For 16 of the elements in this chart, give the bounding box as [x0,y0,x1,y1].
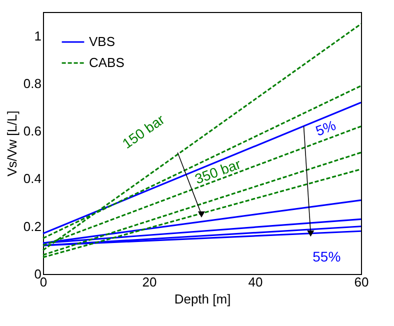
x-tick-label: 60 [354,274,369,290]
annotation: 5% [313,116,338,139]
x-tick-label: 40 [248,274,263,290]
annotation: 150 bar [119,111,168,152]
y-tick-label: 0.2 [23,218,42,234]
y-tick-label: 0.4 [23,171,42,186]
y-axis-title: Vs/Vw [L/L] [4,110,20,176]
annotation: 350 bar [192,156,244,187]
legend-label: CABS [89,55,125,70]
y-tick-label: 0.6 [23,124,42,139]
x-tick-label: 20 [142,274,157,290]
legend-label: VBS [89,34,116,49]
annotation: 55% [312,248,341,265]
y-tick-label: 0.8 [23,76,42,91]
x-axis-title: Depth [m] [174,292,231,306]
y-tick-label: 1 [34,28,42,44]
